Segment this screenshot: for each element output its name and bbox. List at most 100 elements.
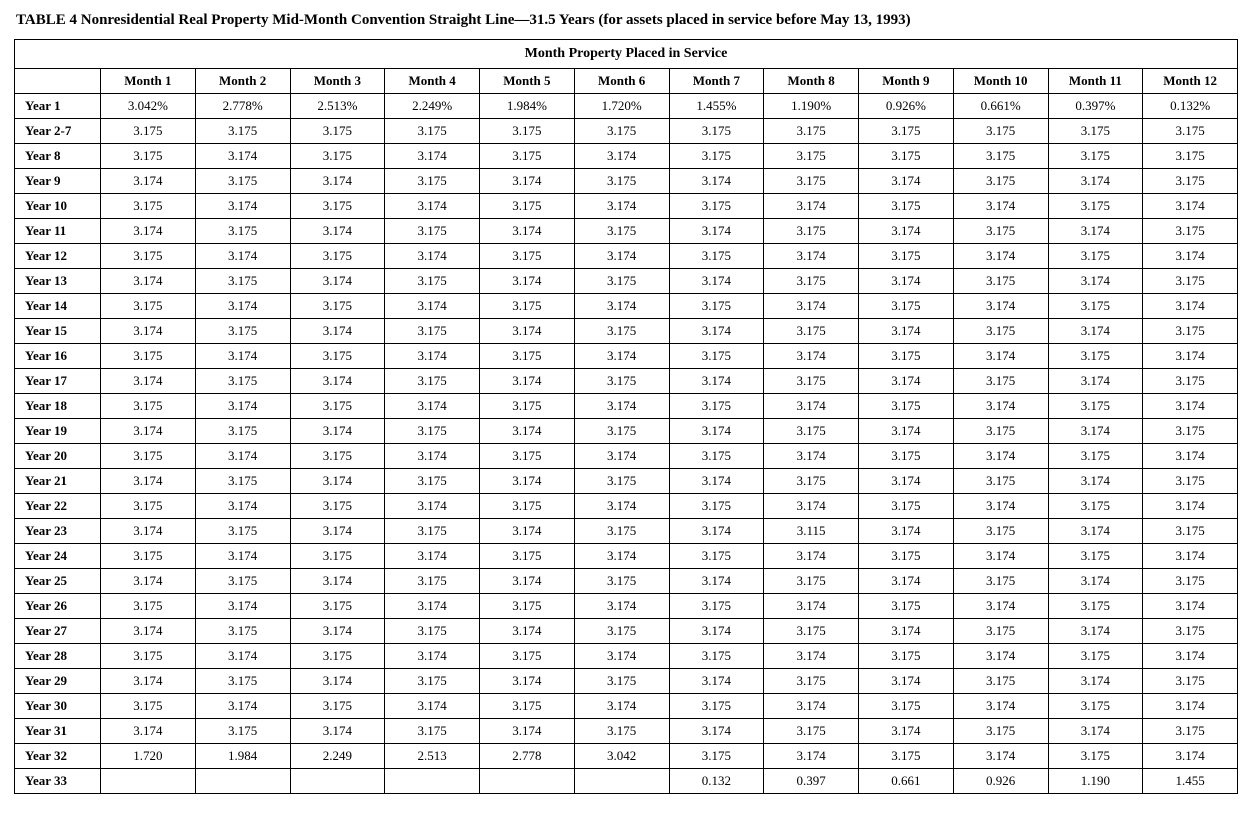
cell: 3.174 [1048, 269, 1143, 294]
cell: 1.455% [669, 94, 764, 119]
cell: 3.175 [953, 144, 1048, 169]
cell: 3.174 [859, 419, 954, 444]
cell: 3.174 [385, 594, 480, 619]
cell: 3.174 [574, 144, 669, 169]
depreciation-table: Month Property Placed in Service Month 1… [14, 39, 1238, 794]
cell: 3.175 [1048, 144, 1143, 169]
cell: 3.175 [385, 569, 480, 594]
cell: 3.174 [859, 619, 954, 644]
cell: 3.174 [101, 269, 196, 294]
cell: 3.174 [953, 244, 1048, 269]
cell: 3.175 [195, 319, 290, 344]
cell: 3.175 [669, 644, 764, 669]
table-row: Year 273.1743.1753.1743.1753.1743.1753.1… [15, 619, 1238, 644]
cell: 3.175 [1048, 744, 1143, 769]
page: TABLE 4 Nonresidential Real Property Mid… [0, 0, 1252, 814]
cell: 3.174 [574, 544, 669, 569]
table-row: Year 283.1753.1743.1753.1743.1753.1743.1… [15, 644, 1238, 669]
cell: 3.175 [1143, 469, 1238, 494]
cell: 3.175 [1143, 719, 1238, 744]
cell: 3.175 [480, 244, 575, 269]
cell: 3.175 [669, 394, 764, 419]
cell: 3.175 [195, 619, 290, 644]
cell: 3.175 [859, 644, 954, 669]
table-row: Year 163.1753.1743.1753.1743.1753.1743.1… [15, 344, 1238, 369]
cell: 3.174 [669, 269, 764, 294]
cell: 3.175 [764, 419, 859, 444]
cell: 3.175 [385, 219, 480, 244]
cell: 3.174 [859, 469, 954, 494]
cell: 3.175 [101, 394, 196, 419]
cell: 3.175 [764, 119, 859, 144]
cell: 3.175 [669, 244, 764, 269]
cell: 3.175 [290, 644, 385, 669]
row-label: Year 1 [15, 94, 101, 119]
cell: 3.175 [669, 294, 764, 319]
cell: 3.175 [669, 344, 764, 369]
cell: 3.174 [195, 144, 290, 169]
row-label: Year 23 [15, 519, 101, 544]
cell: 3.174 [101, 569, 196, 594]
cell: 3.175 [953, 519, 1048, 544]
cell: 3.174 [669, 619, 764, 644]
cell: 3.174 [669, 369, 764, 394]
cell: 3.174 [385, 294, 480, 319]
cell: 3.174 [290, 519, 385, 544]
table-row: Year 203.1753.1743.1753.1743.1753.1743.1… [15, 444, 1238, 469]
cell: 2.778 [480, 744, 575, 769]
cell: 3.175 [195, 669, 290, 694]
cell: 0.397 [764, 769, 859, 794]
cell: 3.174 [1143, 244, 1238, 269]
cell: 3.174 [1143, 344, 1238, 369]
cell: 3.175 [1143, 569, 1238, 594]
cell: 3.174 [859, 269, 954, 294]
cell: 3.174 [669, 569, 764, 594]
cell: 3.174 [669, 669, 764, 694]
cell: 3.042% [101, 94, 196, 119]
row-label: Year 16 [15, 344, 101, 369]
cell: 3.174 [385, 244, 480, 269]
cell: 3.174 [1143, 194, 1238, 219]
cell [195, 769, 290, 794]
cell: 3.175 [101, 544, 196, 569]
cell: 3.174 [480, 319, 575, 344]
cell: 3.175 [385, 319, 480, 344]
cell: 3.175 [1143, 169, 1238, 194]
table-row: Year 193.1743.1753.1743.1753.1743.1753.1… [15, 419, 1238, 444]
cell: 2.513% [290, 94, 385, 119]
cell: 3.174 [385, 494, 480, 519]
cell: 3.175 [385, 519, 480, 544]
cell [290, 769, 385, 794]
table-row: Year 13.042%2.778%2.513%2.249%1.984%1.72… [15, 94, 1238, 119]
table-row: Year 233.1743.1753.1743.1753.1743.1753.1… [15, 519, 1238, 544]
cell: 3.174 [1048, 419, 1143, 444]
cell: 3.174 [290, 419, 385, 444]
cell: 3.174 [1143, 744, 1238, 769]
cell: 3.175 [859, 144, 954, 169]
cell: 3.174 [195, 294, 290, 319]
row-label: Year 8 [15, 144, 101, 169]
cell: 3.174 [290, 669, 385, 694]
cell: 3.174 [101, 369, 196, 394]
cell: 3.174 [385, 644, 480, 669]
col-header: Month 3 [290, 69, 385, 94]
col-header: Month 7 [669, 69, 764, 94]
cell: 3.174 [574, 244, 669, 269]
col-header: Month 11 [1048, 69, 1143, 94]
cell: 3.174 [1048, 519, 1143, 544]
cell: 1.720% [574, 94, 669, 119]
row-label: Year 25 [15, 569, 101, 594]
cell: 3.174 [290, 219, 385, 244]
cell: 3.174 [1048, 619, 1143, 644]
cell: 3.175 [669, 444, 764, 469]
cell: 3.175 [101, 594, 196, 619]
cell: 3.174 [1143, 644, 1238, 669]
cell: 3.174 [953, 294, 1048, 319]
cell: 3.174 [195, 394, 290, 419]
cell: 3.175 [669, 744, 764, 769]
cell: 3.174 [480, 369, 575, 394]
cell: 3.174 [480, 719, 575, 744]
col-header: Month 2 [195, 69, 290, 94]
cell: 3.175 [764, 319, 859, 344]
cell: 3.175 [290, 694, 385, 719]
